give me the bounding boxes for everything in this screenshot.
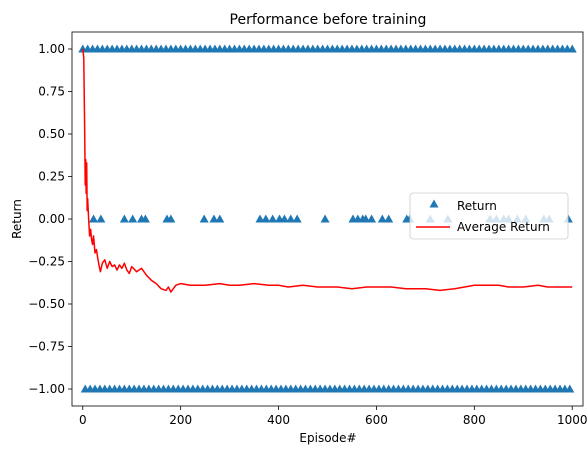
return-marker <box>215 214 225 223</box>
y-tick-label: −0.25 <box>28 255 65 269</box>
legend-label-return: Return <box>457 199 497 213</box>
return-marker <box>567 44 577 53</box>
return-marker <box>565 384 575 393</box>
legend: Return Average Return <box>409 192 569 240</box>
return-marker <box>384 214 394 223</box>
x-tick-label: 400 <box>267 413 290 427</box>
x-tick-label: 800 <box>463 413 486 427</box>
y-tick-label: −1.00 <box>28 382 65 396</box>
return-marker <box>96 214 106 223</box>
plot-area <box>78 44 577 393</box>
return-marker <box>255 214 265 223</box>
return-marker <box>89 214 99 223</box>
x-tick-label: 0 <box>79 413 87 427</box>
x-tick-label: 1000 <box>557 413 587 427</box>
return-marker <box>361 214 371 223</box>
legend-triangle-icon <box>429 199 439 208</box>
return-marker <box>166 214 176 223</box>
return-marker <box>377 214 387 223</box>
x-tick-label: 200 <box>169 413 192 427</box>
y-axis-ticks: −1.00 −0.75 −0.50 −0.25 0.00 0.25 0.50 0.75 1.00 <box>28 42 72 396</box>
return-marker <box>128 214 138 223</box>
return-marker <box>279 214 289 223</box>
return-marker <box>199 214 209 223</box>
x-axis-ticks: 0 200 400 600 800 1000 <box>79 406 587 427</box>
return-marker <box>261 214 271 223</box>
y-tick-label: 0.00 <box>38 212 65 226</box>
chart-title: Performance before training <box>230 12 427 28</box>
return-marker <box>292 214 302 223</box>
y-axis-label: Return <box>10 199 24 239</box>
y-tick-label: 0.25 <box>38 170 65 184</box>
y-tick-label: 0.75 <box>38 85 65 99</box>
return-marker <box>209 214 219 223</box>
return-marker <box>140 214 150 223</box>
return-marker <box>367 214 377 223</box>
return-marker <box>119 214 129 223</box>
y-tick-label: −0.50 <box>28 297 65 311</box>
legend-label-average-return: Average Return <box>457 220 550 234</box>
y-tick-label: −0.75 <box>28 340 65 354</box>
average-return-line <box>82 48 573 293</box>
return-series <box>78 44 577 393</box>
x-tick-label: 600 <box>365 413 388 427</box>
y-tick-label: 0.50 <box>38 127 65 141</box>
y-tick-label: 1.00 <box>38 42 65 56</box>
return-marker <box>286 214 296 223</box>
x-axis-label: Episode# <box>299 431 356 445</box>
average-return-series <box>82 48 573 293</box>
return-marker <box>268 214 278 223</box>
return-marker <box>320 214 330 223</box>
